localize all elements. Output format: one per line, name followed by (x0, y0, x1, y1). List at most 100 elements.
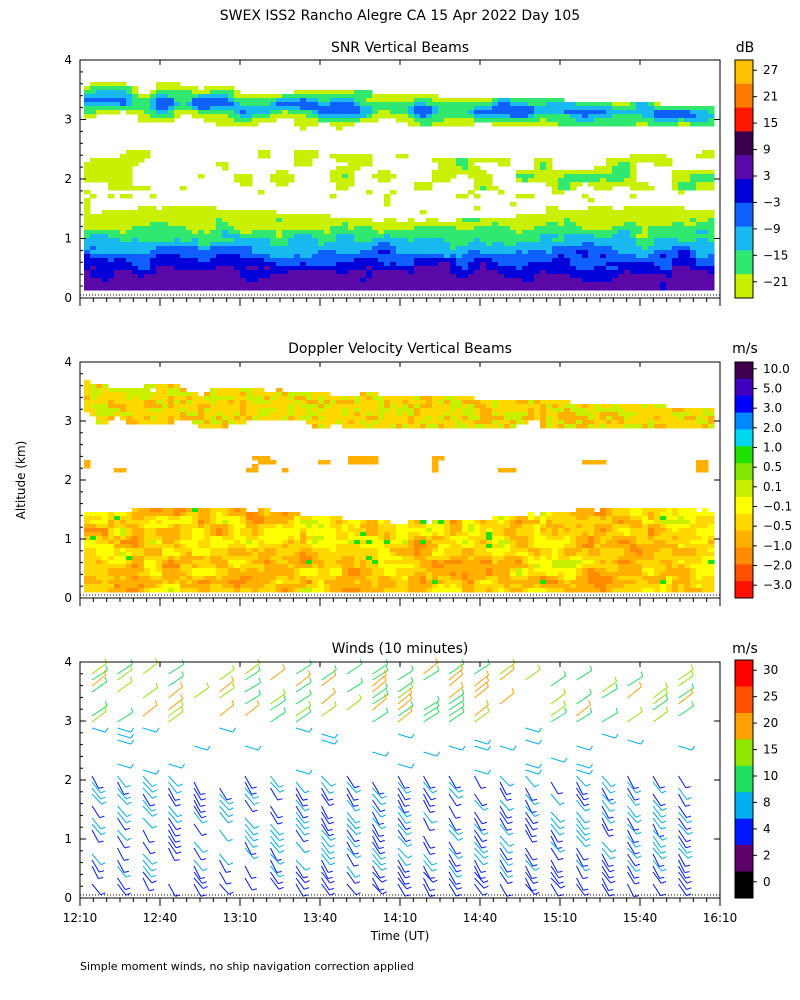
snr-cell (276, 234, 283, 239)
snr-cell (144, 238, 151, 243)
velocity-cell (234, 420, 241, 425)
velocity-cell (282, 572, 289, 577)
snr-cell (372, 102, 379, 107)
velocity-cell (204, 560, 211, 565)
velocity-cell (108, 584, 115, 589)
snr-cell (642, 210, 649, 215)
snr-cell (612, 106, 619, 111)
snr-cell (522, 214, 529, 219)
velocity-cell (96, 404, 103, 409)
snr-cell (414, 250, 421, 255)
snr-cell (546, 278, 553, 283)
snr-cell (708, 110, 715, 115)
snr-cell (708, 278, 715, 283)
velocity-cell (126, 516, 133, 521)
velocity-cell (360, 420, 367, 425)
velocity-cell (360, 532, 367, 537)
snr-cell (228, 278, 235, 283)
velocity-cell (324, 424, 331, 429)
velocity-cell (288, 568, 295, 573)
snr-cell (546, 238, 553, 243)
snr-cell (240, 174, 247, 179)
snr-cell (354, 154, 361, 159)
velocity-cell (384, 560, 391, 565)
snr-cell (252, 102, 259, 107)
velocity-cell (246, 528, 253, 533)
snr-cell (486, 174, 493, 179)
velocity-cell (306, 532, 313, 537)
snr-cell (234, 102, 241, 107)
snr-cell (408, 118, 415, 123)
snr-cell (108, 238, 115, 243)
snr-cell (228, 262, 235, 267)
snr-cell (294, 226, 301, 231)
velocity-cell (348, 420, 355, 425)
velocity-cell (228, 512, 235, 517)
velocity-cell (126, 400, 133, 405)
velocity-cell (174, 588, 181, 593)
snr-cell (402, 246, 409, 251)
snr-cell (300, 226, 307, 231)
snr-cell (540, 250, 547, 255)
velocity-cell (282, 400, 289, 405)
snr-cell (468, 286, 475, 291)
velocity-cell (324, 556, 331, 561)
snr-cell (210, 254, 217, 259)
snr-cell (468, 222, 475, 227)
velocity-cell (300, 400, 307, 405)
velocity-cell (252, 532, 259, 537)
snr-cell (396, 254, 403, 259)
snr-cell (672, 254, 679, 259)
snr-cell (120, 166, 127, 171)
snr-cell (318, 98, 325, 103)
snr-cell (168, 98, 175, 103)
velocity-cell (390, 564, 397, 569)
velocity-cell (366, 404, 373, 409)
velocity-cell (204, 528, 211, 533)
velocity-cell (354, 552, 361, 557)
snr-cell (150, 90, 157, 95)
velocity-cell (372, 532, 379, 537)
snr-cell (468, 166, 475, 171)
velocity-cell (342, 396, 349, 401)
snr-cell (582, 274, 589, 279)
velocity-cell (84, 396, 91, 401)
snr-cell (702, 238, 709, 243)
snr-cell (552, 254, 559, 259)
velocity-cell (120, 580, 127, 585)
snr-cell (612, 118, 619, 123)
snr-cell (378, 170, 385, 175)
snr-cell (90, 222, 97, 227)
snr-cell (378, 230, 385, 235)
snr-cell (234, 90, 241, 95)
snr-cell (366, 218, 373, 223)
snr-cell (342, 250, 349, 255)
snr-cell (552, 246, 559, 251)
snr-cell (114, 218, 121, 223)
snr-cell (648, 254, 655, 259)
snr-cell (228, 258, 235, 263)
snr-cell (150, 250, 157, 255)
velocity-cell (228, 588, 235, 593)
snr-cell (660, 246, 667, 251)
velocity-cell (246, 408, 253, 413)
velocity-cell (342, 520, 349, 525)
snr-cell (390, 270, 397, 275)
velocity-cell (162, 584, 169, 589)
velocity-cell (348, 556, 355, 561)
snr-cell (498, 110, 505, 115)
snr-cell (492, 262, 499, 267)
snr-cell (570, 114, 577, 119)
snr-cell (588, 118, 595, 123)
snr-cell (588, 110, 595, 115)
snr-cell (480, 242, 487, 247)
snr-cell (108, 230, 115, 235)
snr-cell (438, 114, 445, 119)
snr-cell (672, 222, 679, 227)
snr-cell (408, 122, 415, 127)
snr-cell (258, 150, 265, 155)
snr-cell (588, 182, 595, 187)
snr-cell (240, 182, 247, 187)
velocity-cell (216, 544, 223, 549)
